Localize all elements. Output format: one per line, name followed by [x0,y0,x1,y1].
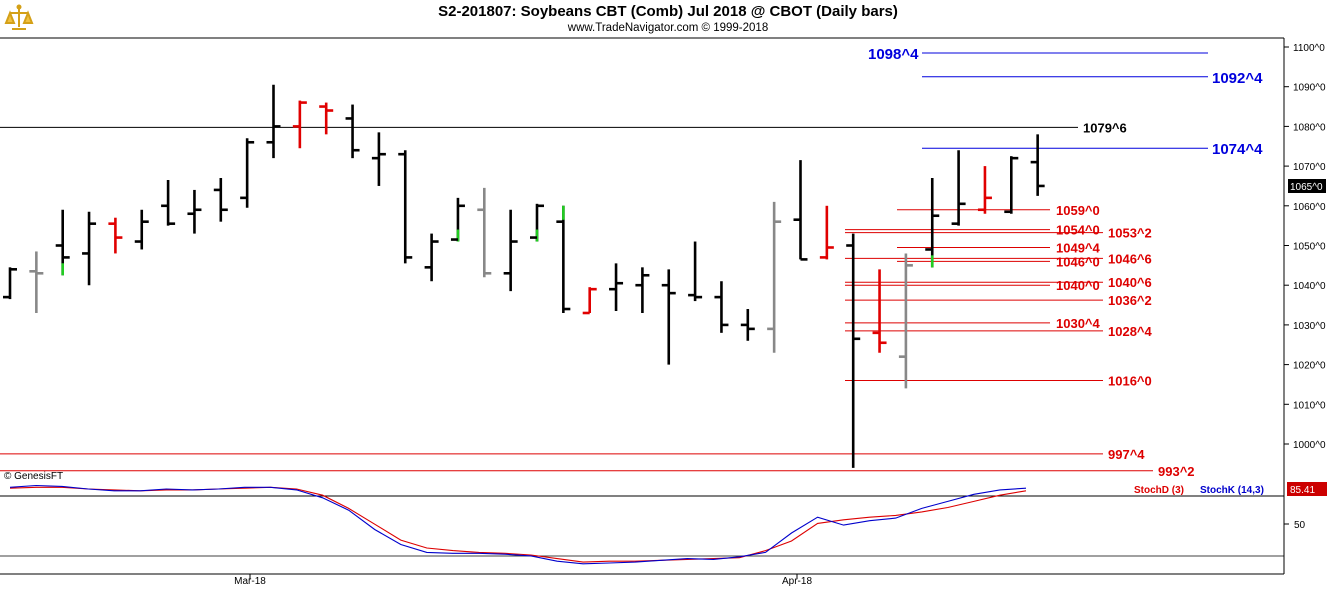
ohlc-bar [477,187,492,278]
price-tick-label: 1030^0 [1293,321,1326,332]
level-label: 1054^0 [1056,223,1100,238]
chart-subtitle: www.TradeNavigator.com © 1999-2018 [567,22,769,34]
ohlc-bar [530,203,544,242]
ohlc-bar [266,84,281,159]
price-tick-label: 1070^0 [1293,162,1326,173]
ohlc-bar [740,309,755,341]
level-label: 1098^4 [868,46,919,63]
copyright-label: © GenesisFT [4,471,63,482]
ohlc-bar [872,269,887,353]
stochastic-panel [9,484,1027,565]
level-label: 1079^6 [1083,120,1127,135]
level-label: 1046^6 [1108,251,1152,266]
level-label: 1036^2 [1108,293,1152,308]
ohlc-bar [819,205,834,260]
current-price-badge [1288,179,1326,193]
level-label: 1028^4 [1108,324,1153,339]
price-tick-label: 1020^0 [1293,361,1326,372]
level-label: 1074^4 [1212,141,1263,158]
ohlc-bar [240,138,255,208]
ohlc-bar [977,166,992,214]
ohlc-bar [503,209,518,292]
ohlc-bar [793,160,808,261]
level-label: 993^2 [1158,464,1195,479]
level-label: 1040^6 [1108,275,1152,290]
stochk-line [9,484,1027,565]
stochd-legend: StochD (3) [1134,485,1184,496]
x-label-mar: Mar-18 [234,576,266,587]
ohlc-bar [82,211,97,286]
ohlc-bar [661,269,676,365]
level-label: 1016^0 [1108,373,1152,388]
chart-header: S2-201807: Soybeans CBT (Comb) Jul 2018 … [0,0,1336,38]
ohlc-bar [292,100,307,149]
level-label: 1040^0 [1056,278,1100,293]
stoch-y-tick: 50 [1294,520,1306,531]
ohlc-bar [134,209,149,250]
chart-title: S2-201807: Soybeans CBT (Comb) Jul 2018 … [438,3,898,20]
ohlc-bar [187,189,202,234]
ohlc-bar [635,267,650,313]
level-label: 997^4 [1108,447,1145,462]
price-tick-label: 1040^0 [1293,281,1326,292]
price-tick-label: 1000^0 [1293,440,1326,451]
price-tick-label: 1100^0 [1293,43,1325,54]
trade-navigator-logo-icon [4,3,34,33]
ohlc-bar [1004,156,1019,214]
level-label: 1030^4 [1056,316,1101,331]
current-price-label: 1065^0 [1290,182,1323,193]
ohlc-bar [846,233,861,468]
x-label-apr: Apr-18 [782,576,812,587]
ohlc-bar [161,179,176,226]
price-tick-label: 1080^0 [1293,122,1326,133]
ohlc-bar [450,197,465,242]
price-tick-label: 1050^0 [1293,242,1326,253]
price-bars [3,84,1045,468]
ohlc-bar [688,241,703,302]
ohlc-bar [213,178,228,222]
ohlc-bar [3,267,17,300]
stochd-line [9,486,1027,563]
level-label: 1053^2 [1108,226,1152,241]
price-tick-label: 1010^0 [1293,400,1326,411]
level-label: 1059^0 [1056,203,1100,218]
ohlc-bar [951,150,966,226]
level-label: 1049^4 [1056,240,1101,255]
price-tick-label: 1090^0 [1293,83,1326,94]
price-tick-label: 1060^0 [1293,202,1326,213]
stochk-legend: StochK (14,3) [1200,485,1264,496]
ohlc-bar [55,209,70,276]
ohlc-bar [898,253,913,389]
level-label: 1092^4 [1212,70,1263,87]
ohlc-bar [556,205,571,313]
ohlc-bar [424,233,439,282]
ohlc-bar [371,132,386,186]
ohlc-bar [767,201,782,353]
support-resistance-levels: 1098^4 1092^4 1079^6 1074^4 1059^0 1054^0 1053… [0,46,1263,479]
ohlc-bar [345,104,360,159]
stoch-value-label: 85.41 [1290,485,1315,496]
ohlc-bar [925,178,940,268]
ohlc-bar [319,102,334,135]
ohlc-bar [582,287,597,315]
price-axis: 1100^0 1090^0 1080^0 1070^0 1060^0 1050^0 1040… [1284,43,1326,451]
stoch-value-badge [1287,482,1327,496]
ohlc-bar [714,281,729,333]
ohlc-bar [398,150,413,264]
ohlc-bar [108,217,123,254]
ohlc-bar [609,263,624,312]
level-label: 1046^0 [1056,254,1100,269]
ohlc-bar [1030,134,1045,196]
ohlc-bar [29,251,44,313]
